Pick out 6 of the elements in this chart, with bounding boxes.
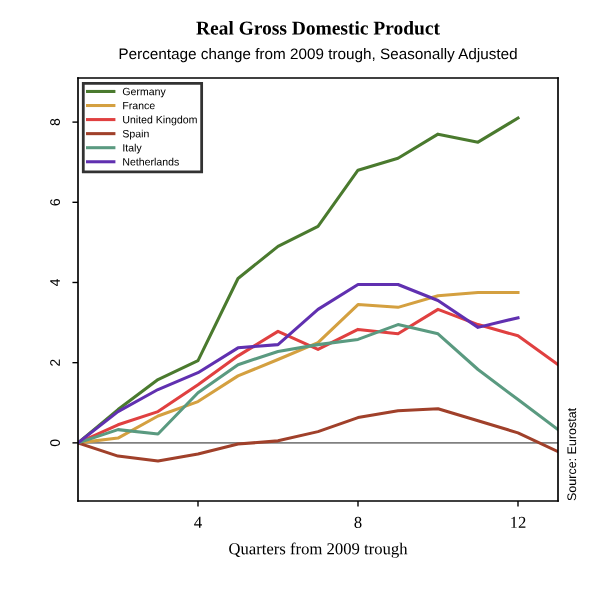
line-series bbox=[78, 407, 558, 463]
x-tick-label: 8 bbox=[354, 516, 362, 529]
x-axis-title: Quarters from 2009 trough bbox=[229, 542, 408, 558]
x-tick-label: 12 bbox=[511, 516, 526, 528]
x-tick-label: 4 bbox=[194, 516, 202, 528]
chart-title: Real Gross Domestic Product bbox=[196, 21, 440, 35]
